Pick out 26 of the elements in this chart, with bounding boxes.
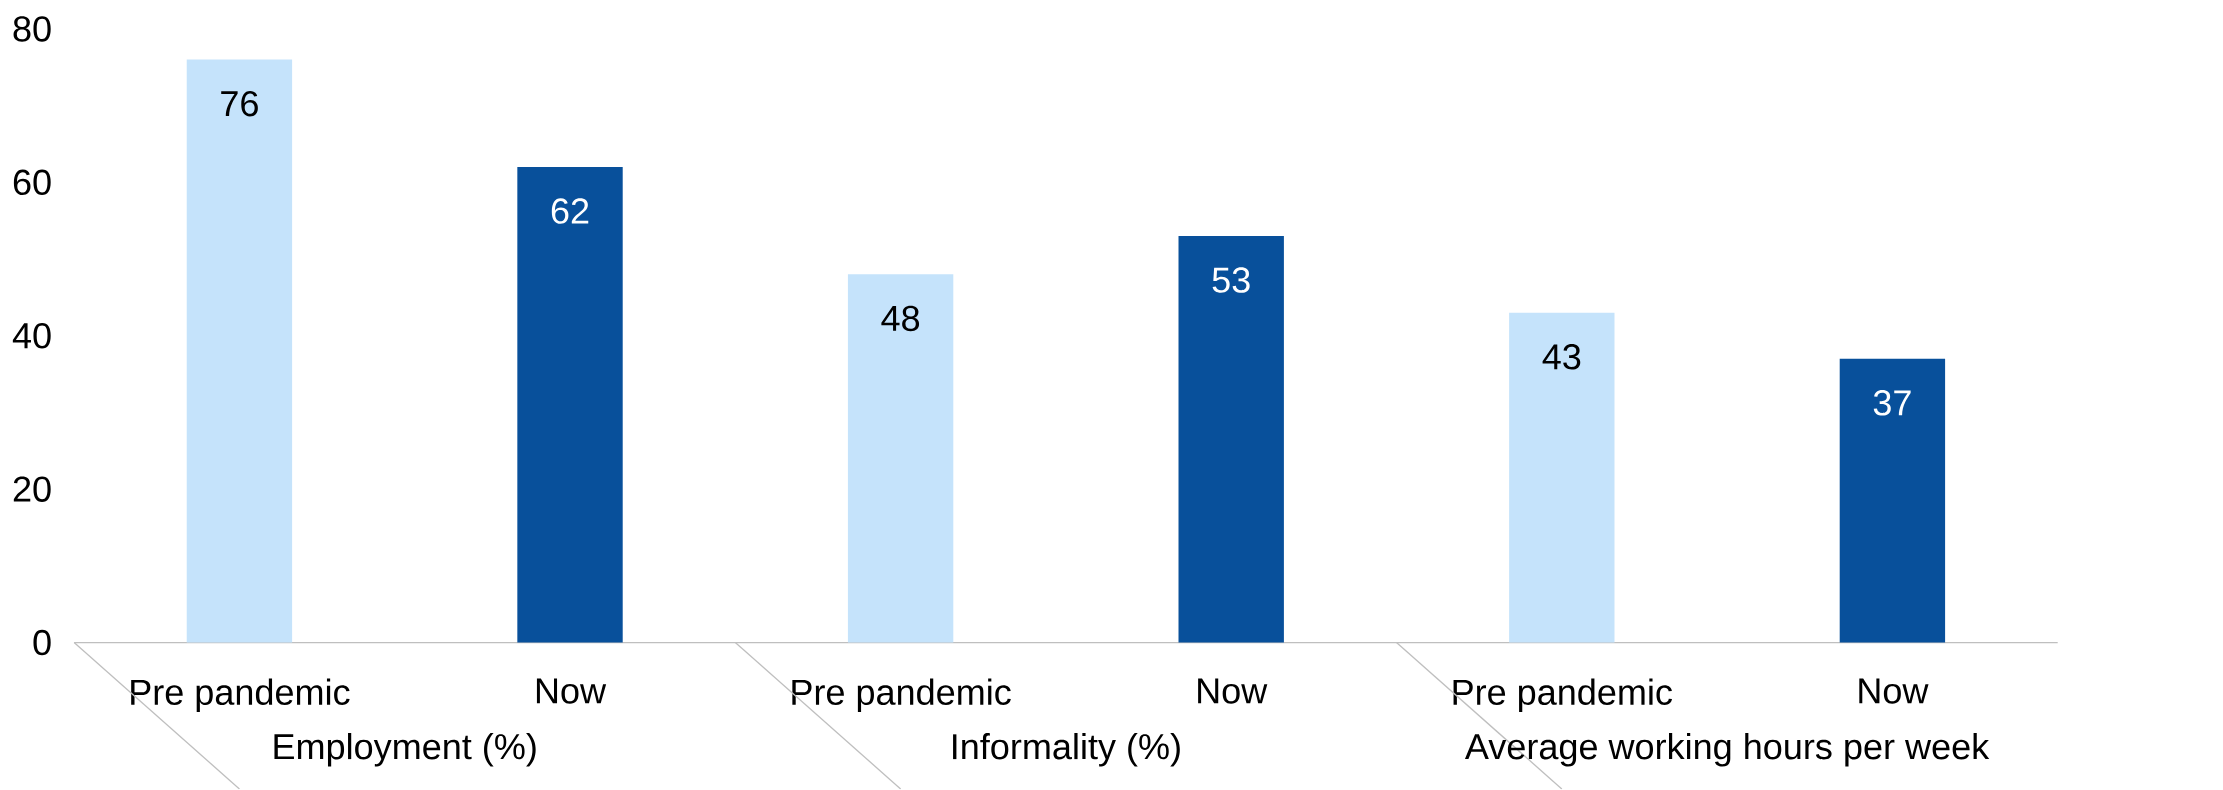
data-label: 62 (551, 198, 589, 225)
bar (186, 59, 293, 643)
x-tick-label: Now (536, 678, 607, 704)
y-tick-label: 80 (13, 16, 51, 42)
x-tick-label: Now (1198, 678, 1268, 704)
data-label: 43 (1542, 344, 1581, 370)
text: Informality (%) (953, 733, 1180, 767)
x-tick-label: Pre pandemic (792, 678, 1011, 713)
data-label: 53 (1212, 267, 1250, 294)
y-tick-label: 40 (12, 323, 51, 349)
text: Employment (%) (274, 733, 536, 767)
data-label: 48 (881, 305, 920, 332)
bar (847, 274, 954, 643)
x-tick-label: Pre pandemic (131, 678, 350, 713)
bar (1178, 236, 1284, 643)
text: Average working hours per week (1464, 733, 1990, 767)
y-tick-label: 20 (13, 476, 51, 503)
x-tick-label: Now (1859, 678, 1929, 704)
bar (1509, 312, 1615, 643)
y-tick-label: 60 (13, 169, 51, 196)
bar (517, 167, 623, 643)
data-label: 37 (1873, 390, 1911, 416)
bar (1839, 358, 1946, 643)
data-label: 76 (221, 91, 258, 117)
y-tick-label: 0 (33, 630, 51, 656)
x-tick-label: Pre pandemic (1453, 678, 1672, 713)
